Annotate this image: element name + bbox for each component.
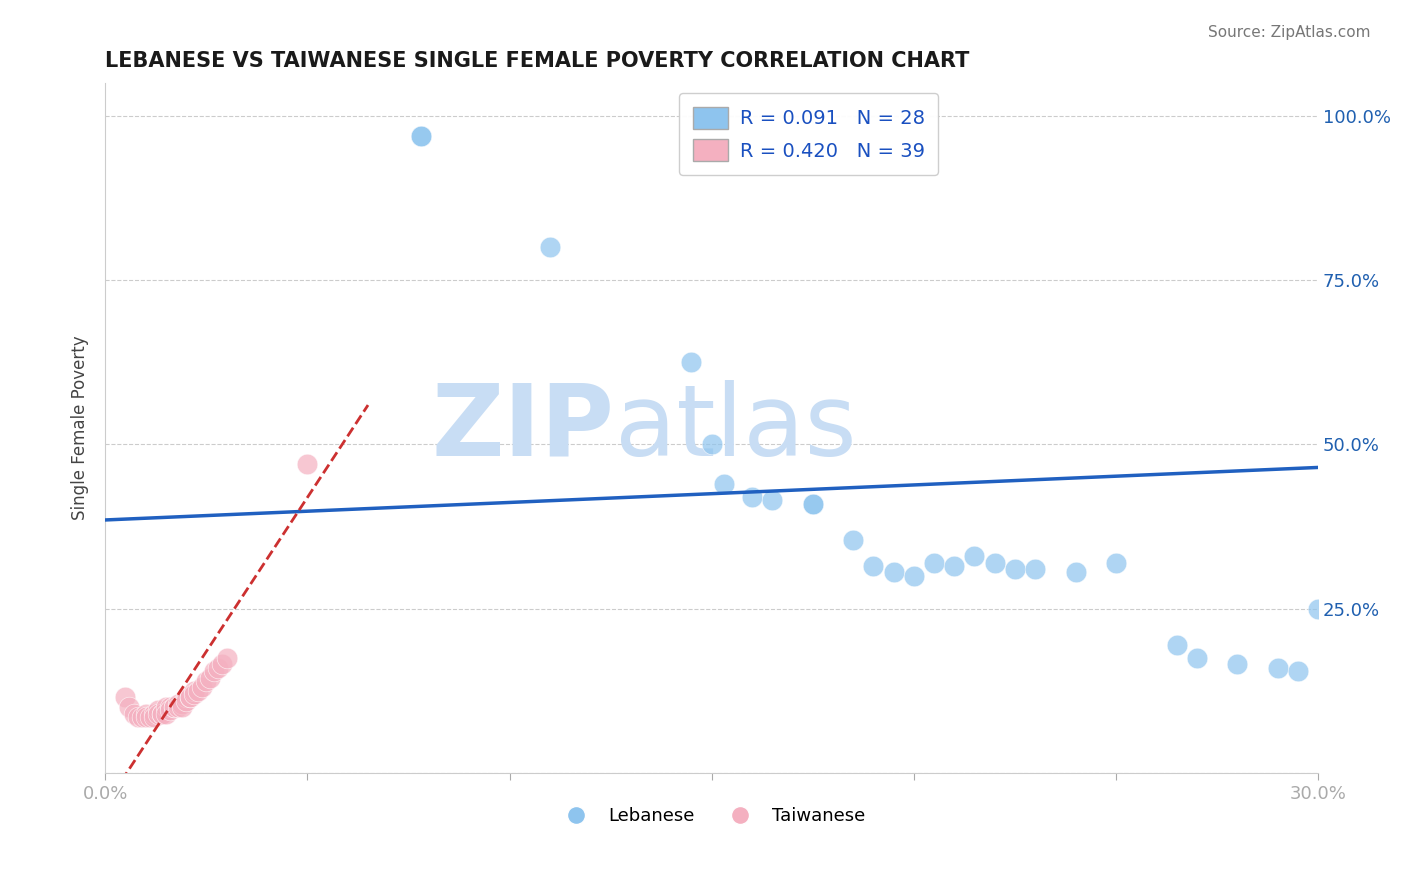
Point: [211, 657, 233, 672]
Point: [146, 703, 169, 717]
Point: [409, 128, 432, 143]
Point: [135, 706, 157, 721]
Point: [681, 355, 703, 369]
Point: [200, 671, 222, 685]
Point: [1004, 562, 1026, 576]
Point: [1185, 650, 1208, 665]
Point: [1267, 661, 1289, 675]
Point: [183, 683, 205, 698]
Point: [1024, 562, 1046, 576]
Point: [155, 706, 177, 721]
Point: [131, 710, 153, 724]
Point: [150, 706, 173, 721]
Point: [179, 690, 201, 705]
Point: [1166, 638, 1188, 652]
Point: [963, 549, 986, 563]
Point: [943, 558, 966, 573]
Point: [1064, 566, 1087, 580]
Point: [159, 700, 181, 714]
Point: [1286, 664, 1309, 678]
Point: [142, 710, 165, 724]
Point: [983, 556, 1005, 570]
Point: [903, 568, 925, 582]
Point: [1105, 556, 1128, 570]
Point: [146, 706, 169, 721]
Point: [700, 437, 723, 451]
Point: [883, 566, 905, 580]
Point: [538, 240, 561, 254]
Point: [187, 683, 209, 698]
Point: [409, 128, 432, 143]
Point: [179, 690, 201, 705]
Point: [713, 476, 735, 491]
Point: [127, 710, 149, 724]
Point: [174, 693, 197, 707]
Point: [122, 706, 145, 721]
Point: [183, 687, 205, 701]
Point: [207, 661, 229, 675]
Point: [135, 710, 157, 724]
Point: [297, 457, 319, 471]
Point: [167, 700, 190, 714]
Text: ZIP: ZIP: [432, 379, 614, 476]
Point: [150, 706, 173, 721]
Point: [170, 700, 193, 714]
Point: [167, 697, 190, 711]
Point: [159, 703, 181, 717]
Point: [842, 533, 865, 547]
Point: [142, 706, 165, 721]
Point: [215, 650, 238, 665]
Point: [801, 497, 824, 511]
Point: [138, 710, 160, 724]
Text: Source: ZipAtlas.com: Source: ZipAtlas.com: [1208, 25, 1371, 40]
Point: [155, 700, 177, 714]
Legend: Lebanese, Taiwanese: Lebanese, Taiwanese: [551, 800, 873, 832]
Point: [163, 700, 186, 714]
Point: [174, 690, 197, 705]
Point: [922, 556, 945, 570]
Point: [114, 690, 136, 705]
Text: LEBANESE VS TAIWANESE SINGLE FEMALE POVERTY CORRELATION CHART: LEBANESE VS TAIWANESE SINGLE FEMALE POVE…: [105, 51, 970, 70]
Point: [118, 700, 141, 714]
Point: [163, 700, 186, 714]
Point: [761, 493, 783, 508]
Point: [191, 681, 214, 695]
Point: [1226, 657, 1249, 672]
Y-axis label: Single Female Poverty: Single Female Poverty: [72, 335, 89, 520]
Point: [195, 673, 218, 688]
Point: [741, 490, 763, 504]
Point: [202, 664, 225, 678]
Point: [862, 558, 884, 573]
Point: [1308, 601, 1330, 615]
Point: [801, 497, 824, 511]
Point: [170, 697, 193, 711]
Text: atlas: atlas: [614, 379, 856, 476]
